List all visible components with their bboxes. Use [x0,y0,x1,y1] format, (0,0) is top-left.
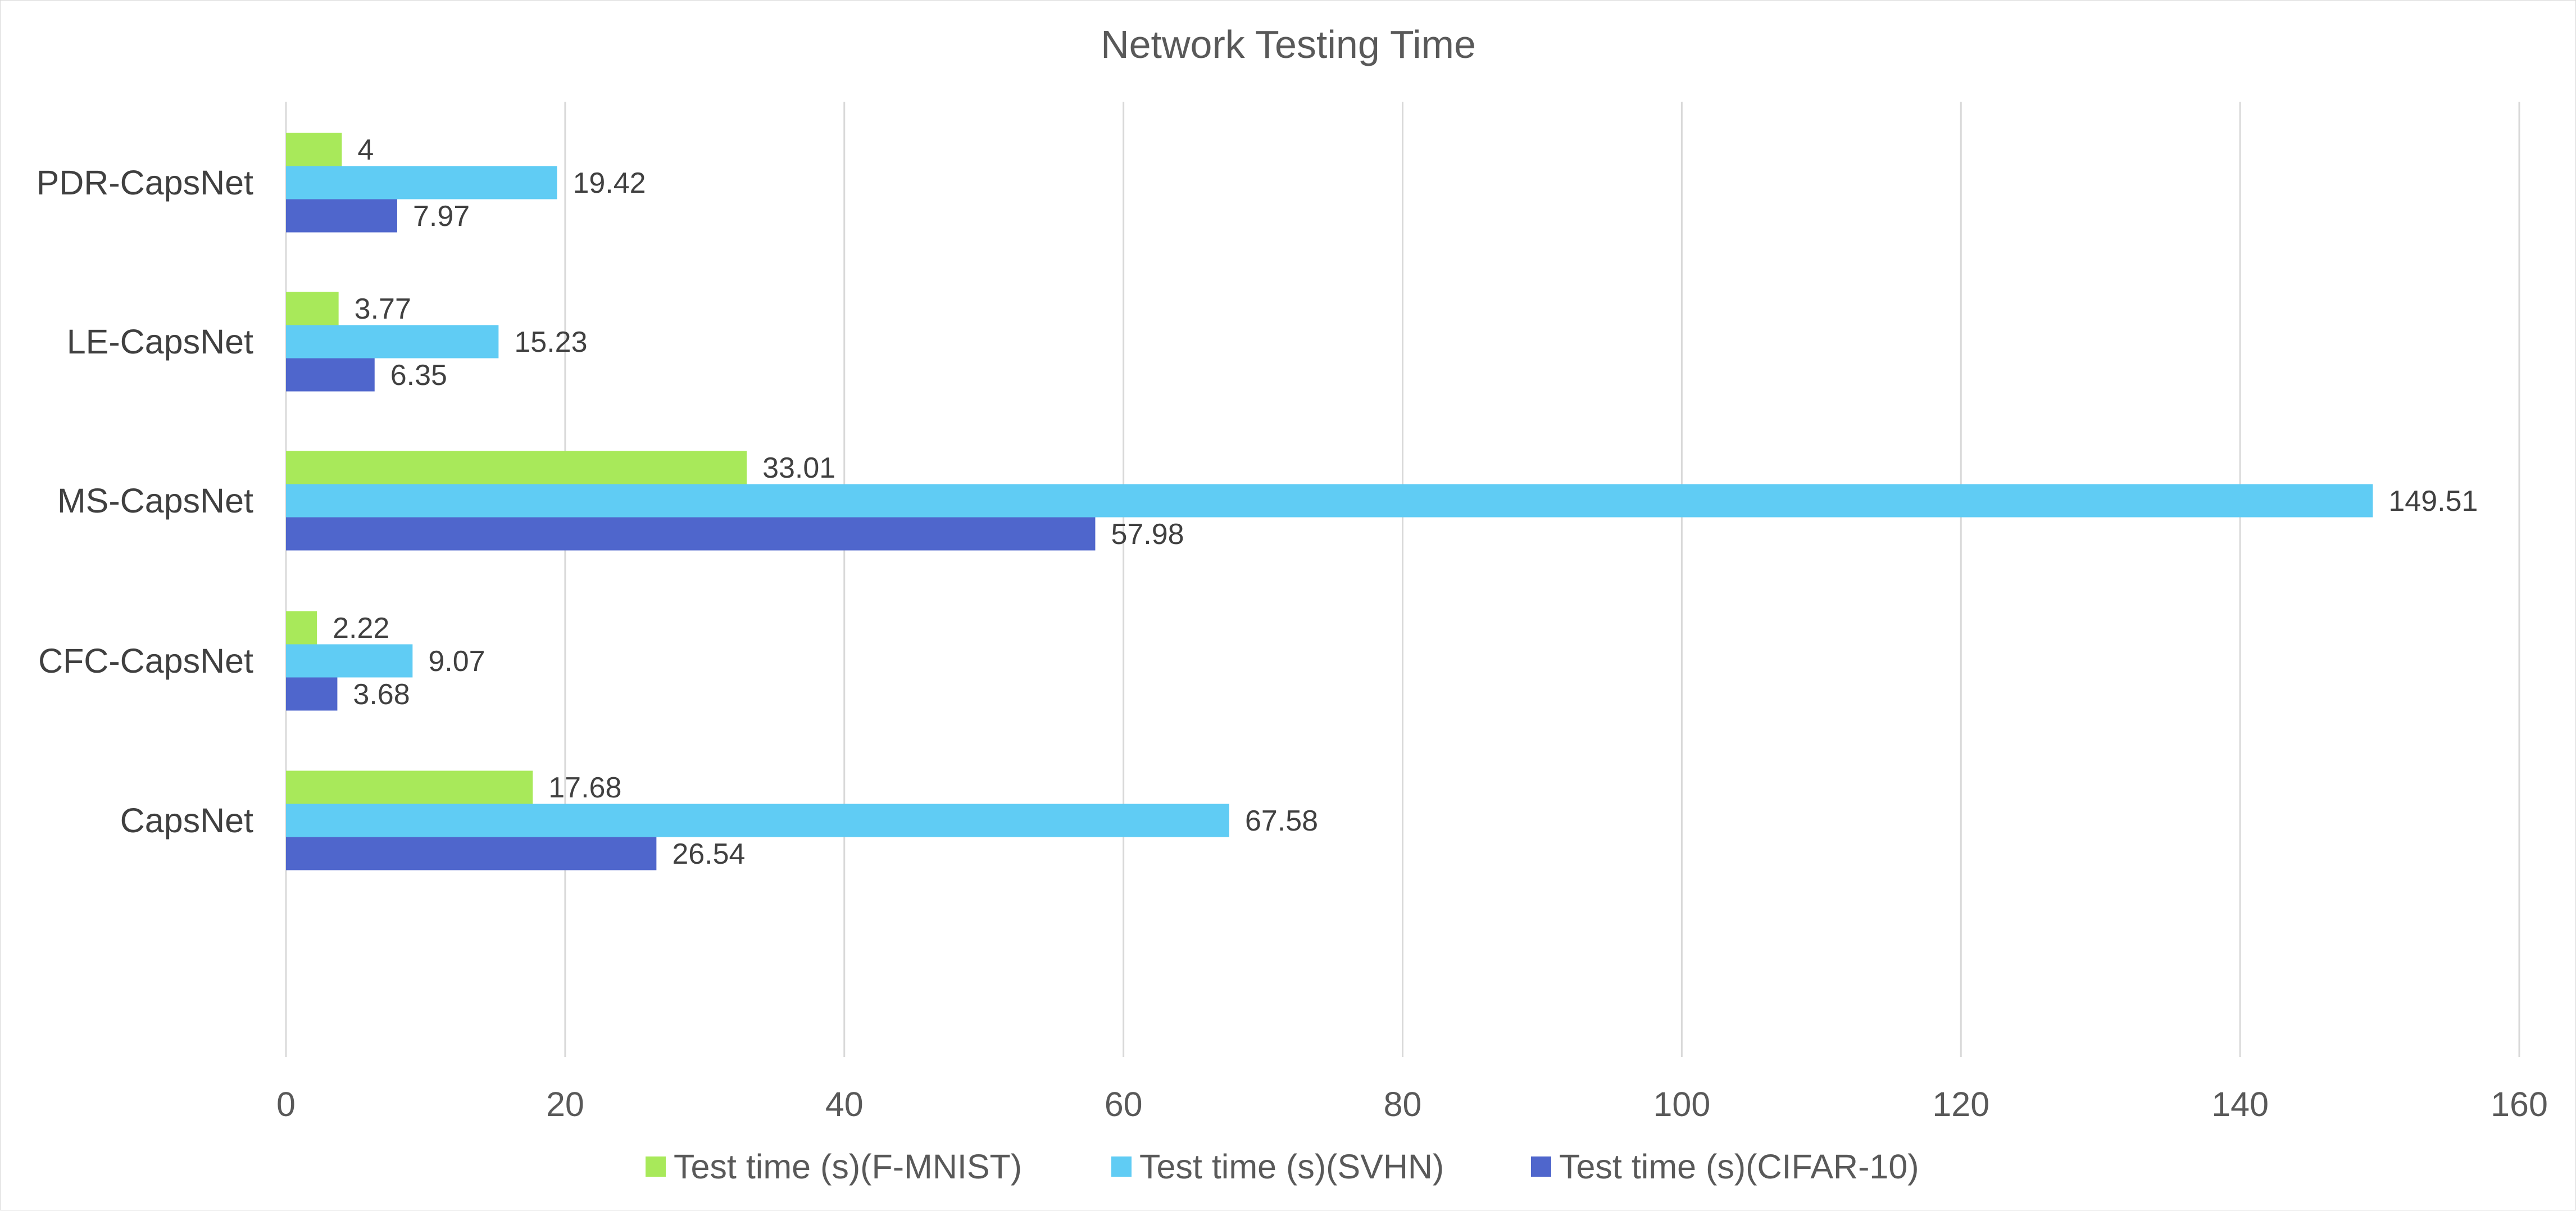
bar-ms-capsnet-test-time-s-svhn [286,484,2373,518]
legend-label-test-time-s-f-mnist: Test time (s)(F-MNIST) [674,1147,1022,1186]
bar-le-capsnet-test-time-s-f-mnist [286,292,339,325]
bars [286,133,2373,870]
bar-capsnet-test-time-s-f-mnist [286,770,533,804]
x-tick-label-80: 80 [1384,1085,1422,1123]
data-label-capsnet-test-time-s-cifar-10: 26.54 [672,838,745,870]
x-axis-ticks: 0 20 40 60 80 100 120 140 160 [276,1085,2548,1123]
chart-title: Network Testing Time [1101,22,1476,66]
bar-cfc-capsnet-test-time-s-f-mnist [286,611,317,645]
bar-pdr-capsnet-test-time-s-svhn [286,166,557,199]
data-label-cfc-capsnet-test-time-s-cifar-10: 3.68 [353,678,410,711]
x-tick-label-100: 100 [1653,1085,1710,1123]
legend-label-test-time-s-cifar-10: Test time (s)(CIFAR-10) [1559,1147,1919,1186]
data-label-capsnet-test-time-s-svhn: 67.58 [1245,805,1318,837]
data-label-pdr-capsnet-test-time-s-svhn: 19.42 [573,167,646,199]
category-label-cfc-capsnet: CFC-CapsNet [38,642,253,680]
bar-le-capsnet-test-time-s-svhn [286,325,499,359]
bar-ms-capsnet-test-time-s-f-mnist [286,451,747,484]
x-tick-label-20: 20 [546,1085,584,1123]
data-label-ms-capsnet-test-time-s-f-mnist: 33.01 [762,452,835,484]
data-label-ms-capsnet-test-time-s-cifar-10: 57.98 [1111,518,1184,551]
data-label-capsnet-test-time-s-f-mnist: 17.68 [548,772,621,804]
legend-swatch-test-time-s-f-mnist [646,1156,666,1177]
x-tick-label-40: 40 [825,1085,864,1123]
x-tick-label-160: 160 [2491,1085,2548,1123]
bar-ms-capsnet-test-time-s-cifar-10 [286,517,1096,551]
legend: Test time (s)(F-MNIST) Test time (s)(SVHN… [646,1147,1919,1186]
data-label-cfc-capsnet-test-time-s-svhn: 9.07 [428,645,485,678]
data-label-cfc-capsnet-test-time-s-f-mnist: 2.22 [333,612,389,645]
legend-swatch-test-time-s-svhn [1111,1156,1132,1177]
data-labels: 4 19.42 7.97 3.77 15.23 6.35 33.01 149.51 57.98 2… [333,134,2478,870]
bar-cfc-capsnet-test-time-s-svhn [286,644,413,678]
data-label-le-capsnet-test-time-s-f-mnist: 3.77 [355,293,411,325]
x-tick-label-120: 120 [1932,1085,1989,1123]
data-label-pdr-capsnet-test-time-s-cifar-10: 7.97 [413,200,470,233]
data-label-ms-capsnet-test-time-s-svhn: 149.51 [2388,485,2478,518]
data-label-le-capsnet-test-time-s-cifar-10: 6.35 [390,359,447,392]
data-label-pdr-capsnet-test-time-s-f-mnist: 4 [357,134,374,166]
bar-le-capsnet-test-time-s-cifar-10 [286,358,375,392]
category-label-capsnet: CapsNet [120,801,253,840]
category-label-pdr-capsnet: PDR-CapsNet [37,164,253,202]
category-labels: PDR-CapsNet LE-CapsNet MS-CapsNet CFC-CapsN… [37,164,253,840]
legend-item-test-time-s-f-mnist: Test time (s)(F-MNIST) [646,1147,1022,1186]
bar-capsnet-test-time-s-cifar-10 [286,837,657,870]
x-tick-label-60: 60 [1105,1085,1143,1123]
bar-capsnet-test-time-s-svhn [286,804,1229,837]
data-label-le-capsnet-test-time-s-svhn: 15.23 [514,326,587,359]
gridlines [285,102,2520,1057]
legend-item-test-time-s-cifar-10: Test time (s)(CIFAR-10) [1531,1147,1919,1186]
x-tick-label-0: 0 [276,1085,296,1123]
x-tick-label-140: 140 [2211,1085,2269,1123]
legend-swatch-test-time-s-cifar-10 [1531,1156,1551,1177]
bar-pdr-capsnet-test-time-s-cifar-10 [286,199,398,233]
bar-pdr-capsnet-test-time-s-f-mnist [286,133,342,166]
legend-label-test-time-s-svhn: Test time (s)(SVHN) [1139,1147,1444,1186]
bar-cfc-capsnet-test-time-s-cifar-10 [286,677,338,711]
category-label-le-capsnet: LE-CapsNet [67,323,253,361]
category-label-ms-capsnet: MS-CapsNet [57,482,253,520]
legend-item-test-time-s-svhn: Test time (s)(SVHN) [1111,1147,1444,1186]
